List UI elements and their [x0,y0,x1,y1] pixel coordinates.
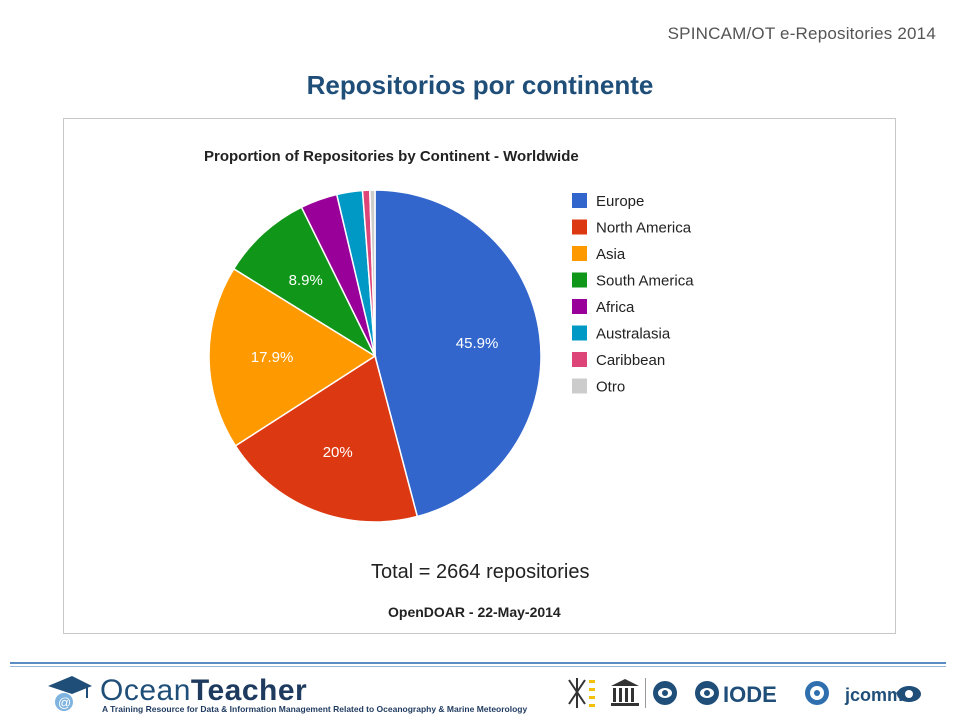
logo-separator [645,678,646,708]
brand-ocean: Ocean [100,674,191,707]
legend-label-otro: Otro [596,379,625,396]
brand-teacher: Teacher [190,674,308,707]
legend-label-south-america: South America [596,273,694,290]
legend-label-europe: Europe [596,193,644,210]
wmo-logo-icon [805,681,829,705]
jcomm-logo-icon [897,686,921,702]
slice-label-europe: 45.9% [456,335,499,352]
chart-frame: Proportion of Repositories by Continent … [63,118,896,634]
legend-swatch-australasia [572,325,587,341]
chart-title: Proportion of Repositories by Continent … [204,148,579,165]
legend-swatch-africa [572,299,587,314]
pie-slice-otro [369,189,376,357]
footer-divider-bottom [10,666,946,667]
presentation-header: SPINCAM/OT e-Repositories 2014 [667,24,936,43]
oceanteacher-logo-icon: @ [48,676,92,711]
slice-label-asia: 17.9% [251,349,294,366]
legend-swatch-caribbean [572,352,587,367]
footer-bar: @ OceanTeacher A Training Resource for D… [30,666,930,720]
legend-label-africa: Africa [596,299,635,316]
pie-slice-south-america [232,206,377,359]
legend-swatch-europe [572,193,587,208]
legend-swatch-north-america [572,219,587,235]
pie-chart: Proportion of Repositories by Continent … [204,148,694,620]
jcomm-wordmark: jcomm [844,685,903,705]
slide-title: Repositorios por continente [306,70,654,100]
svg-text:@: @ [58,695,71,710]
pie-slice-asia [208,267,377,447]
legend-label-asia: Asia [596,246,626,263]
slice-label-north-america: 20% [323,444,353,461]
ioc-logo-icon [653,681,677,705]
chart-source: OpenDOAR - 22-May-2014 [388,604,561,620]
oceanteacher-wordmark: OceanTeacher [100,674,307,708]
iode-logo-icon [695,681,719,705]
pie-slice-europe [374,189,542,518]
legend-swatch-south-america [572,272,587,288]
iode-wordmark: IODE [723,682,777,707]
flanders-logo-icon [568,678,595,708]
pie-slice-north-america [234,354,419,523]
legend-swatch-otro [572,378,587,394]
legend-swatch-asia [572,246,587,261]
oceanteacher-tagline: A Training Resource for Data & Informati… [102,704,528,714]
pie-slices [208,189,542,523]
pie-slice-labels: 45.9% 20% 17.9% 8.9% [251,272,499,461]
legend-label-north-america: North America [596,220,692,237]
legend-label-caribbean: Caribbean [596,352,665,369]
chart-legend: Europe North America Asia South America Afri… [572,193,694,396]
chart-total: Total = 2664 repositories [371,561,589,583]
partner-logos: IODE jcomm [568,678,921,708]
unesco-logo-icon [611,679,639,706]
legend-label-australasia: Australasia [596,326,671,343]
slice-label-south-america: 8.9% [289,272,323,289]
footer-divider-top [10,662,946,664]
